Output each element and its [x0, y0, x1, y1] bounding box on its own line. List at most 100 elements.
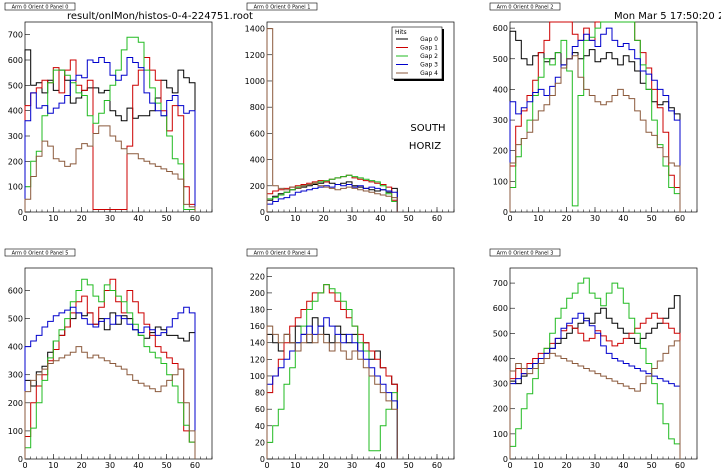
series-gap-3 — [24, 306, 196, 459]
y-axis: 0 100 200 300 400 500 600 700 — [493, 279, 515, 464]
series-gap-4 — [509, 55, 681, 212]
x-tick-label: 0 — [507, 214, 512, 223]
series-gap-2 — [24, 278, 196, 459]
y-tick-label: 140 — [250, 339, 265, 348]
y-axis: 0 200 400 600 800 1000 1200 1400 — [245, 25, 272, 217]
x-tick-label: 50 — [404, 461, 414, 469]
y-tick-label: 0 — [260, 455, 265, 464]
y-tick-label: 100 — [493, 177, 508, 186]
x-tick-label: 20 — [562, 214, 572, 223]
x-axis: 0 10 20 30 40 50 60 — [22, 454, 213, 469]
y-tick-label: 600 — [250, 129, 265, 138]
pad-title-box: Arm 0 Orient 0 Panel 5 — [4, 248, 76, 257]
y-tick-label: 400 — [493, 85, 508, 94]
y-tick-label: 600 — [493, 24, 508, 33]
annotation-horiz: HORIZ — [409, 141, 441, 152]
series-gap-3 — [509, 27, 681, 212]
x-tick-label: 30 — [590, 214, 600, 223]
series-gap-0 — [266, 317, 398, 459]
series-gap-4 — [266, 28, 398, 212]
file-title: result/onlMon/histos-0-4-224751.root — [67, 11, 253, 22]
x-tick-label: 10 — [48, 214, 58, 223]
y-tick-label: 180 — [250, 306, 265, 315]
y-tick-label: 120 — [250, 355, 265, 364]
series-gap-0 — [509, 30, 681, 212]
y-tick-label: 0 — [18, 455, 23, 464]
x-tick-label: 10 — [290, 214, 300, 223]
x-tick-label: 10 — [290, 461, 300, 469]
series-gap-1 — [509, 312, 681, 459]
y-axis: 0 100 200 300 400 500 600 700 — [8, 31, 30, 217]
y-tick-label: 400 — [8, 107, 23, 116]
y-tick-label: 160 — [250, 322, 265, 331]
panel-4: Arm 0 Orient 0 Panel 50 10 20 30 40 50 6001002… — [4, 248, 213, 469]
pad-title-box: Arm 0 Orient 0 Panel 4 — [246, 248, 318, 257]
pad-title-frame — [246, 2, 318, 11]
y-tick-label: 600 — [8, 286, 23, 295]
y-tick-label: 1000 — [245, 77, 265, 86]
series-gap-3 — [266, 184, 398, 212]
panel-6: Arm 0 Orient 0 Panel 30 10 20 30 40 50 6001002… — [489, 248, 698, 469]
y-tick-label: 0 — [503, 455, 508, 464]
y-tick-label: 1400 — [245, 25, 265, 34]
y-tick-label: 300 — [493, 380, 508, 389]
y-tick-label: 200 — [250, 289, 265, 298]
y-tick-label: 500 — [8, 81, 23, 90]
x-tick-label: 60 — [675, 214, 685, 223]
y-tick-label: 600 — [493, 304, 508, 313]
y-tick-label: 1200 — [245, 51, 265, 60]
datetime: Mon Mar 5 17:50:20 2007 — [614, 11, 721, 22]
x-axis: 0 10 20 30 40 50 60 — [507, 454, 698, 469]
y-tick-label: 500 — [493, 55, 508, 64]
legend-entry: Gap 1 — [420, 45, 438, 52]
x-tick-label: 50 — [647, 214, 657, 223]
legend-title: Hits — [395, 29, 407, 36]
y-tick-label: 20 — [255, 438, 265, 447]
x-tick-label: 10 — [533, 461, 543, 469]
y-tick-label: 400 — [250, 156, 265, 165]
series-gap-2 — [24, 36, 196, 212]
x-tick-label: 30 — [105, 214, 115, 223]
x-tick-label: 20 — [562, 461, 572, 469]
x-tick-label: 30 — [347, 214, 357, 223]
pad-title: Arm 0 Orient 0 Panel 3 — [497, 250, 554, 256]
x-tick-label: 40 — [133, 214, 143, 223]
legend-box — [391, 26, 443, 80]
series-gap-4 — [266, 325, 398, 459]
series-gap-3 — [266, 317, 398, 459]
x-tick-label: 30 — [105, 461, 115, 469]
legend-entry: Gap 2 — [420, 53, 438, 60]
y-tick-label: 200 — [8, 399, 23, 408]
series-gap-0 — [509, 295, 681, 459]
x-tick-label: 0 — [264, 214, 269, 223]
x-tick-label: 0 — [22, 461, 27, 469]
annotation-south: SOUTH — [410, 123, 445, 134]
y-tick-label: 400 — [493, 354, 508, 363]
y-tick-label: 100 — [8, 427, 23, 436]
y-tick-label: 400 — [8, 343, 23, 352]
x-tick-label: 60 — [432, 214, 442, 223]
x-tick-label: 40 — [375, 461, 385, 469]
y-tick-label: 600 — [8, 56, 23, 65]
series-gap-0 — [266, 181, 398, 212]
x-tick-label: 10 — [533, 214, 543, 223]
pad-title-frame — [489, 248, 561, 257]
x-axis: 0 10 20 30 40 50 60 — [264, 454, 455, 469]
panel-3: Arm 0 Orient 0 Panel 20 10 20 30 40 50 6001002… — [489, 2, 698, 223]
x-tick-label: 40 — [375, 214, 385, 223]
x-tick-label: 20 — [319, 461, 329, 469]
x-tick-label: 20 — [319, 214, 329, 223]
legend-entry: Gap 4 — [420, 70, 438, 77]
y-tick-label: 100 — [250, 372, 265, 381]
y-tick-label: 300 — [8, 132, 23, 141]
pad-title: Arm 0 Orient 0 Panel 5 — [12, 250, 69, 256]
y-tick-label: 40 — [255, 422, 265, 431]
pad-title-box: Arm 0 Orient 0 Panel 2 — [489, 2, 561, 10]
series-gap-4 — [509, 340, 681, 459]
pad-title-box: Arm 0 Orient 0 Panel 3 — [489, 248, 561, 257]
series-gap-1 — [266, 284, 398, 459]
y-tick-label: 500 — [493, 329, 508, 338]
pad-title: Arm 0 Orient 0 Panel 2 — [497, 4, 554, 10]
x-tick-label: 50 — [647, 461, 657, 469]
